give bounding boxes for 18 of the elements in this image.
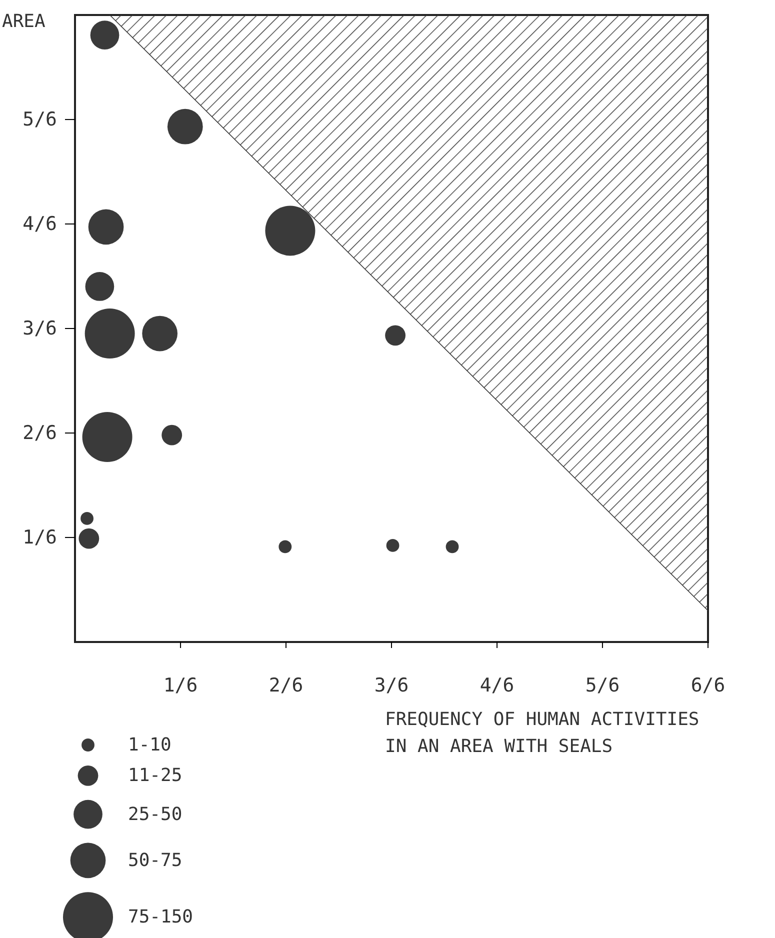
x-tick-label: 4/6: [480, 674, 514, 696]
legend-label: 25-50: [128, 804, 182, 825]
y-tick-label: 5/6: [22, 108, 57, 131]
y-axis-title: AREA: [2, 11, 46, 32]
legend-label: 50-75: [128, 850, 182, 871]
y-tick-label: 2/6: [22, 422, 57, 444]
x-tick-label: 3/6: [374, 674, 409, 696]
y-tick-label: 3/6: [22, 318, 57, 340]
legend-label: 75-150: [128, 906, 194, 928]
y-tick-label: 4/6: [22, 213, 57, 236]
x-tick-label: 1/6: [163, 674, 198, 696]
y-tick-label: 1/6: [22, 526, 57, 549]
x-tick-label: 6/6: [690, 674, 726, 696]
legend-label: 11-25: [128, 765, 182, 786]
x-tick-label: 5/6: [585, 674, 620, 696]
x-axis-title: FREQUENCY OF HUMAN ACTIVITIES IN AN AREA WITH SEALS: [385, 709, 700, 757]
legend-label: 1-10: [128, 734, 172, 756]
x-tick-label: 2/6: [268, 674, 304, 696]
